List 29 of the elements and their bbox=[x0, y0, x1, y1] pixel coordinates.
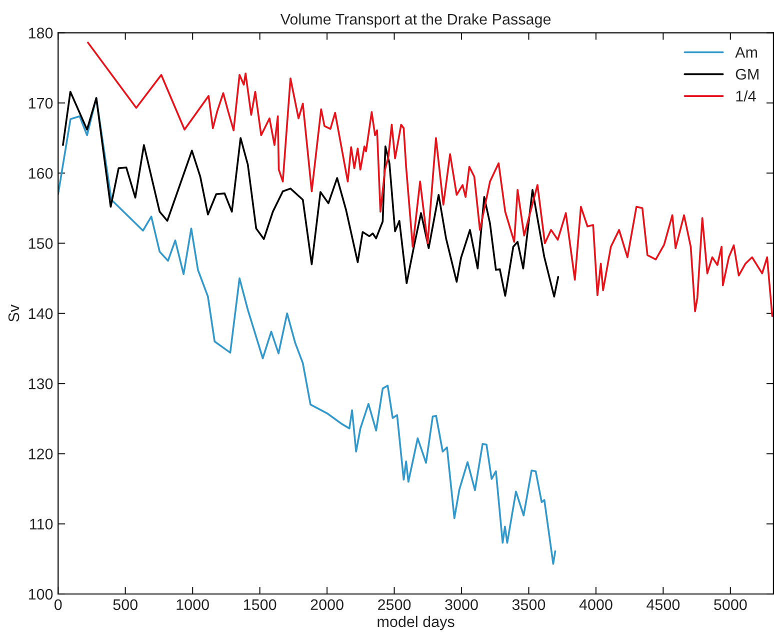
legend-label: GM bbox=[736, 68, 758, 80]
y-tick-label: 180 bbox=[28, 28, 53, 38]
x-tick-label: 1000 bbox=[176, 599, 209, 610]
y-tick-label: 170 bbox=[28, 98, 53, 109]
y-tick-label: 140 bbox=[28, 308, 53, 320]
line-series bbox=[87, 42, 774, 318]
x-tick-label: 3500 bbox=[512, 599, 546, 610]
line-series bbox=[62, 90, 560, 298]
y-axis-title: Sv bbox=[8, 304, 20, 322]
y-tick-label: 130 bbox=[28, 378, 53, 390]
x-tick-label: 0 bbox=[54, 599, 62, 610]
y-tick-label: 150 bbox=[28, 238, 53, 249]
x-tick-label: 3000 bbox=[445, 599, 478, 610]
x-tick-label: 4500 bbox=[646, 599, 680, 610]
x-axis-title: model days bbox=[378, 616, 454, 630]
legend-label: Am bbox=[735, 47, 757, 58]
y-tick-label: 160 bbox=[28, 168, 53, 179]
line-series bbox=[58, 97, 556, 565]
y-tick-label: 120 bbox=[28, 448, 53, 460]
x-tick-label: 4000 bbox=[579, 599, 612, 610]
x-tick-label: 2500 bbox=[378, 599, 411, 610]
x-tick-label: 1500 bbox=[244, 599, 276, 610]
y-tick-label: 100 bbox=[28, 588, 53, 600]
legend-label: 1/4 bbox=[736, 90, 756, 102]
x-tick-label: 500 bbox=[113, 599, 138, 610]
y-tick-label: 110 bbox=[30, 518, 53, 530]
chart-title: Volume Transport at the Drake Passage bbox=[280, 13, 551, 28]
x-tick-label: 5000 bbox=[714, 599, 747, 610]
x-tick-label: 2000 bbox=[310, 599, 344, 610]
